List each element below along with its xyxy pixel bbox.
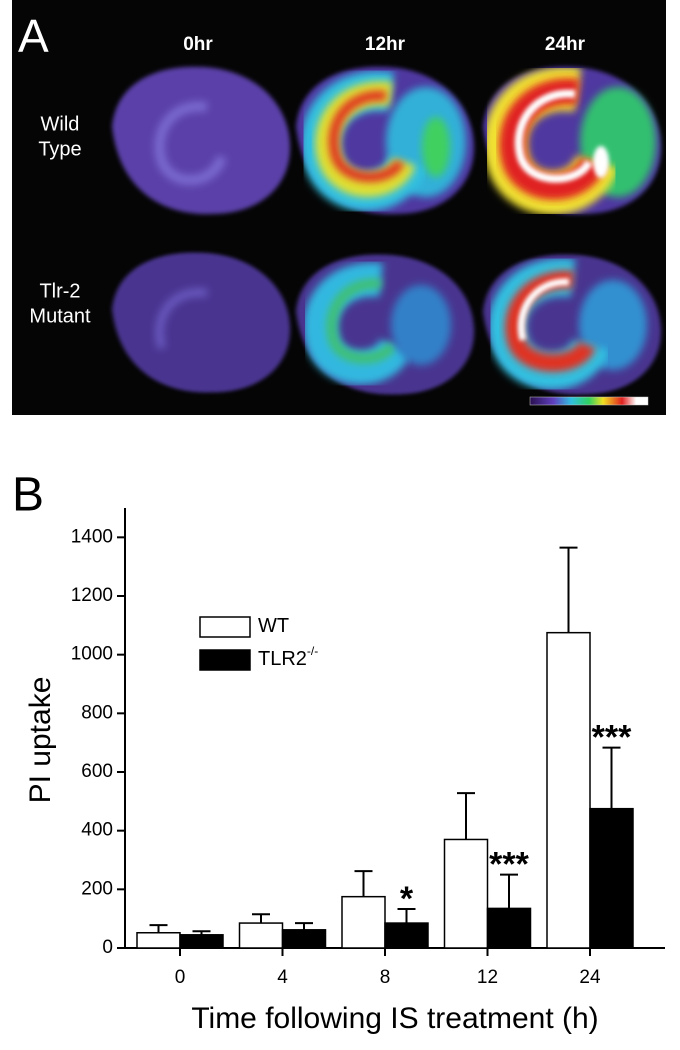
color-scale (529, 396, 649, 406)
x-tick-label: 8 (380, 967, 391, 988)
significance-mark: *** (489, 846, 529, 884)
bar (443, 838, 489, 949)
significance-mark: *** (592, 719, 632, 757)
legend-name: TLR2 (258, 648, 307, 670)
column-label: 12hr (365, 34, 406, 55)
legend-swatch (199, 649, 251, 671)
x-tick-label: 0 (175, 967, 186, 988)
brain-image (483, 66, 662, 215)
bar (281, 929, 327, 949)
column-label: 24hr (545, 34, 586, 55)
y-tick-label: 1400 (71, 526, 113, 547)
legend-label: WT (258, 615, 289, 637)
legend-superscript: -/- (307, 644, 318, 658)
bar (546, 631, 591, 949)
legend-name: WT (258, 615, 289, 637)
legend-label: TLR2-/- (258, 644, 318, 670)
brain-image (296, 254, 475, 395)
panel-b: B PI uptake Time following IS treatment … (12, 469, 665, 1035)
panel-a: A 0hr 12hr 24hr Wild Type Tlr-2 Mutant (12, 0, 666, 415)
bar (486, 907, 532, 949)
x-tick-label: 4 (277, 967, 288, 988)
y-tick-label: 1200 (71, 585, 113, 606)
column-label: 0hr (183, 34, 213, 55)
y-axis-label: PI uptake (24, 677, 57, 804)
row-label: Mutant (29, 305, 91, 327)
brain-image (483, 254, 662, 395)
x-axis-label: Time following IS treatment (h) (191, 1002, 598, 1035)
bar (179, 934, 224, 949)
brain-image (112, 66, 291, 215)
bar (136, 931, 181, 949)
row-label: Tlr-2 (39, 280, 80, 302)
panel-label: B (12, 469, 44, 522)
row-label: Wild (41, 113, 80, 135)
x-tick-label: 12 (477, 967, 498, 988)
y-tick-label: 1000 (71, 644, 113, 665)
panel-label: A (18, 10, 49, 62)
bar (341, 895, 386, 949)
bar (238, 922, 284, 949)
y-tick-label: 200 (81, 878, 113, 899)
row-label: Type (38, 138, 81, 160)
y-tick-label: 600 (81, 761, 113, 782)
y-tick-label: 800 (81, 702, 113, 723)
brain-image (112, 252, 291, 393)
bar (384, 922, 429, 949)
significance-mark: * (400, 880, 414, 918)
y-tick-label: 400 (81, 820, 113, 841)
legend-swatch (199, 616, 251, 638)
brain-image (296, 66, 475, 215)
bar (589, 807, 634, 949)
y-tick-label: 0 (102, 937, 113, 958)
x-tick-label: 24 (579, 967, 601, 988)
